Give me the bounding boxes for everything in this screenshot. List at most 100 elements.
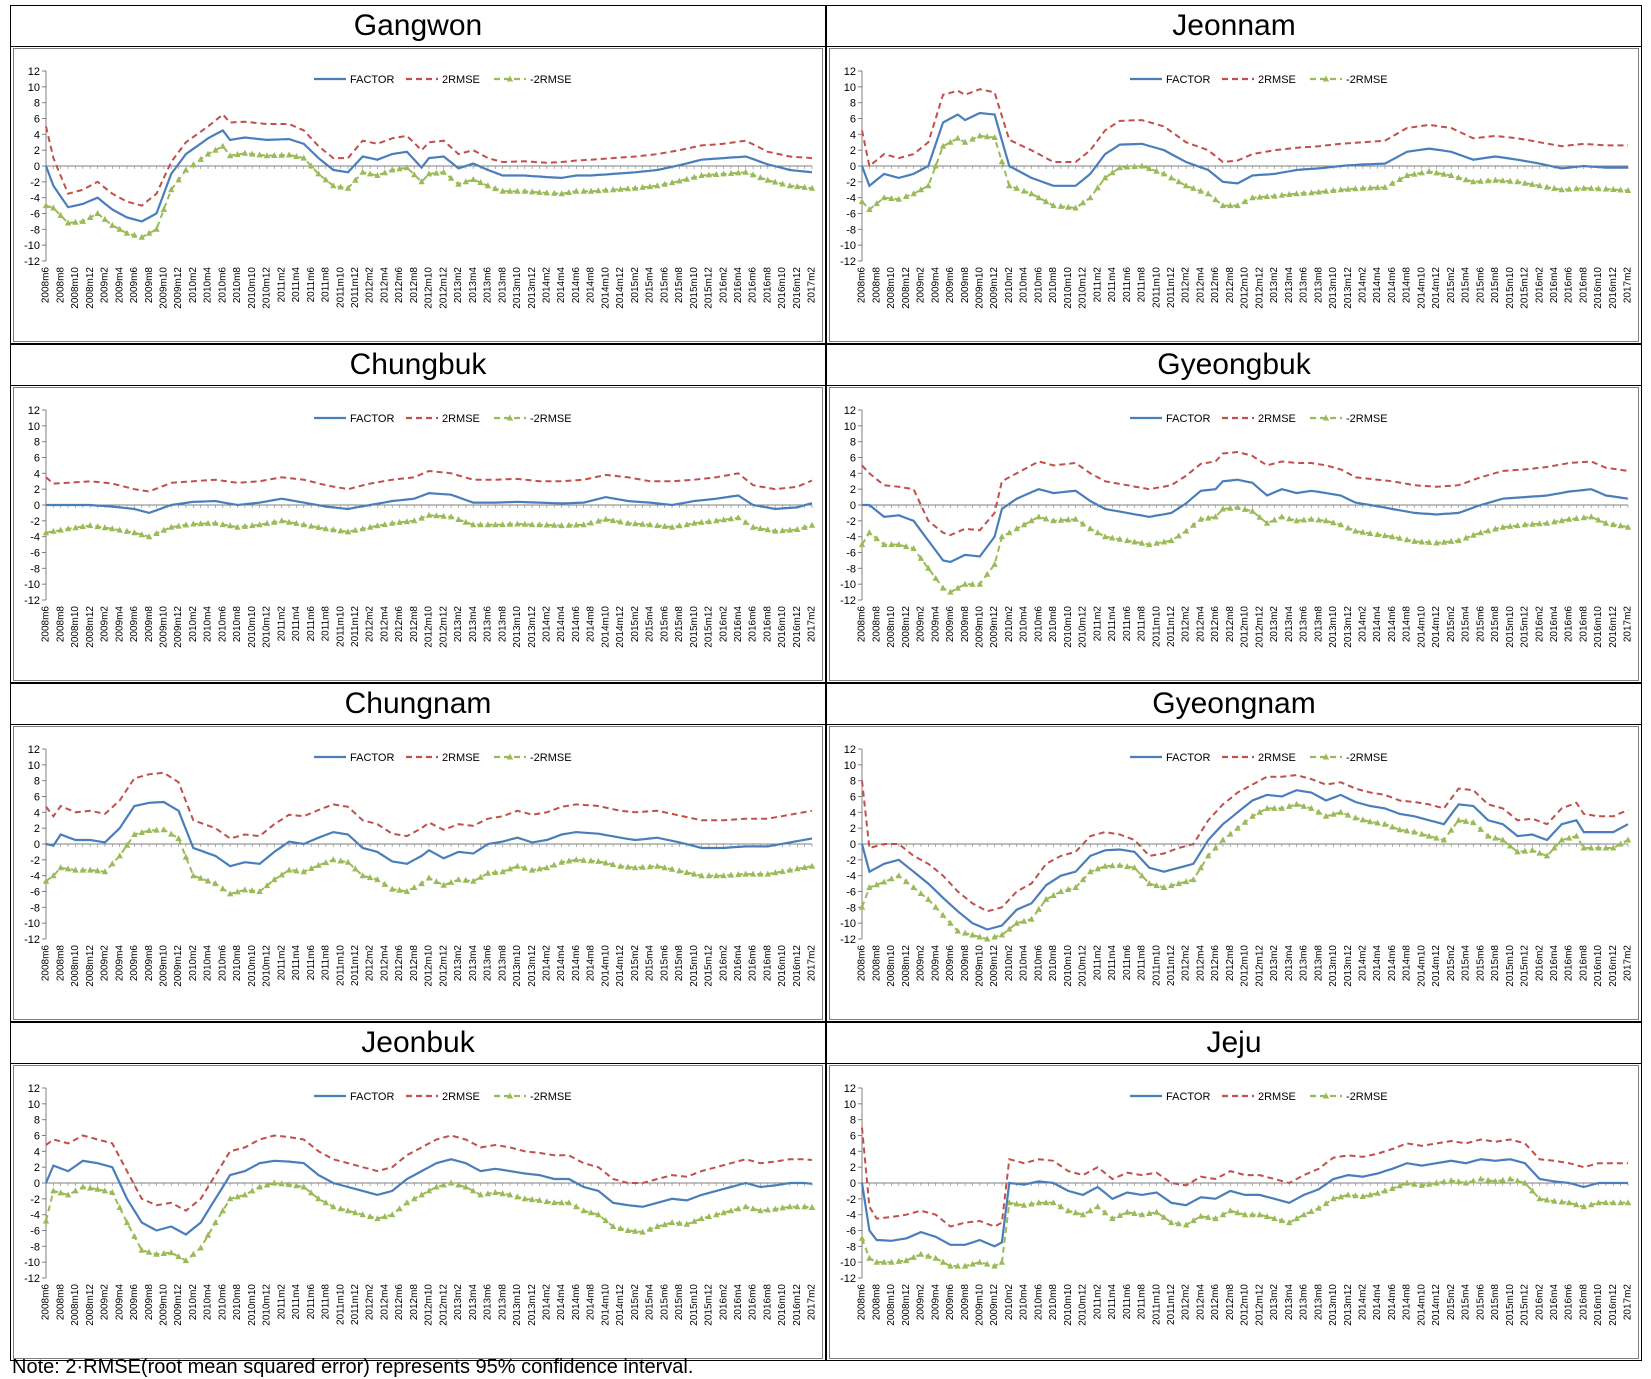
- x-tick-label: 2011m12: [1166, 606, 1177, 647]
- x-tick-label: 2014m10: [600, 1284, 611, 1326]
- data-point-minus-2rmse: [587, 519, 595, 526]
- data-point-minus-2rmse: [757, 1207, 764, 1214]
- data-point-minus-2rmse: [895, 541, 902, 548]
- data-point-minus-2rmse: [1536, 849, 1543, 856]
- data-point-minus-2rmse: [910, 1253, 917, 1260]
- data-point-minus-2rmse: [1381, 532, 1389, 539]
- data-point-minus-2rmse: [1610, 1199, 1617, 1206]
- x-tick-label: 2013m2: [453, 1284, 464, 1321]
- data-point-minus-2rmse: [455, 1181, 462, 1188]
- x-tick-label: 2013m6: [483, 945, 494, 982]
- data-point-minus-2rmse: [50, 872, 57, 879]
- data-point-minus-2rmse: [1558, 836, 1565, 843]
- data-point-minus-2rmse: [1573, 185, 1580, 192]
- data-point-minus-2rmse: [639, 1228, 646, 1235]
- x-tick-label: 2013m10: [1328, 945, 1339, 987]
- y-tick-label: -4: [846, 871, 856, 883]
- data-point-minus-2rmse: [484, 182, 492, 189]
- data-point-minus-2rmse: [1116, 861, 1123, 868]
- data-point-minus-2rmse: [1271, 1215, 1278, 1222]
- data-point-minus-2rmse: [961, 138, 969, 145]
- legend-label-plus2rmse: 2RMSE: [1258, 1091, 1296, 1103]
- data-point-minus-2rmse: [219, 142, 226, 149]
- x-tick-label: 2012m8: [1225, 606, 1236, 643]
- x-tick-label: 2011m8: [1137, 1284, 1148, 1320]
- data-point-minus-2rmse: [278, 871, 285, 878]
- x-tick-label: 2011m10: [335, 945, 346, 986]
- x-tick-label: 2011m10: [335, 606, 346, 647]
- data-point-minus-2rmse: [1286, 515, 1293, 522]
- x-tick-label: 2011m12: [1166, 1284, 1177, 1325]
- data-point-minus-2rmse: [204, 877, 212, 884]
- chart-panel-chungnam: Chungnam -12 -10 -8 -6 -4 -2 0 2 4 6 8 10 12 2008m6 200…: [10, 683, 826, 1022]
- x-tick-label: 2011m12: [350, 1284, 361, 1325]
- data-point-minus-2rmse: [322, 525, 330, 532]
- data-point-minus-2rmse: [116, 526, 123, 533]
- data-point-minus-2rmse: [917, 1250, 925, 1257]
- y-tick-label: -12: [24, 595, 40, 607]
- y-tick-label: 6: [850, 1131, 856, 1143]
- x-tick-label: 2014m8: [1402, 267, 1413, 304]
- y-tick-label: -8: [30, 224, 40, 236]
- chart-title: Gyeongnam: [827, 684, 1641, 725]
- y-tick-label: 0: [34, 839, 40, 851]
- x-tick-label: 2016m12: [792, 267, 803, 309]
- data-point-minus-2rmse: [101, 524, 109, 531]
- chart-title: Jeju: [827, 1023, 1641, 1064]
- x-tick-label: 2016m12: [792, 1284, 803, 1326]
- data-point-minus-2rmse: [1433, 169, 1440, 176]
- y-tick-label: 4: [850, 807, 856, 819]
- data-point-minus-2rmse: [234, 1193, 241, 1200]
- y-tick-label: -10: [840, 1257, 856, 1269]
- x-tick-label: 2009m12: [173, 945, 184, 987]
- data-point-minus-2rmse: [1182, 1221, 1190, 1228]
- x-tick-label: 2015m12: [1520, 1284, 1531, 1326]
- data-point-minus-2rmse: [1241, 1211, 1249, 1218]
- x-tick-label: 2016m10: [1593, 945, 1604, 987]
- data-point-minus-2rmse: [595, 857, 602, 864]
- x-tick-label: 2010m4: [1019, 267, 1030, 304]
- x-tick-label: 2015m4: [1461, 1284, 1472, 1321]
- legend: FACTOR 2RMSE -2RMSE: [1130, 74, 1388, 86]
- x-tick-label: 2012m12: [438, 945, 449, 987]
- legend: FACTOR 2RMSE -2RMSE: [1130, 752, 1388, 764]
- y-tick-label: 8: [34, 98, 40, 110]
- data-point-minus-2rmse: [1492, 834, 1499, 841]
- series-line-factor: [860, 111, 1628, 188]
- data-point-minus-2rmse: [1109, 169, 1116, 176]
- y-tick-label: 12: [844, 405, 856, 417]
- data-point-minus-2rmse: [50, 1187, 57, 1194]
- data-point-minus-2rmse: [683, 521, 690, 528]
- data-point-minus-2rmse: [271, 152, 278, 158]
- x-tick-label: 2009m12: [989, 945, 1000, 987]
- data-point-minus-2rmse: [705, 1213, 713, 1220]
- y-tick-label: -4: [846, 193, 856, 205]
- data-point-minus-2rmse: [1418, 830, 1425, 837]
- x-tick-label: 2014m8: [1402, 606, 1413, 643]
- data-point-minus-2rmse: [609, 1223, 617, 1229]
- x-tick-label: 2009m10: [974, 1284, 985, 1326]
- data-point-minus-2rmse: [249, 887, 256, 894]
- data-point-minus-2rmse: [639, 520, 646, 527]
- data-point-minus-2rmse: [1440, 836, 1448, 843]
- data-point-minus-2rmse: [1197, 515, 1204, 522]
- data-point-minus-2rmse: [212, 1219, 219, 1226]
- data-point-minus-2rmse: [1205, 1213, 1212, 1220]
- x-tick-label: 2009m8: [960, 267, 971, 304]
- data-point-minus-2rmse: [1411, 828, 1418, 835]
- y-tick-label: 4: [34, 468, 40, 480]
- x-tick-label: 2009m4: [114, 945, 125, 982]
- data-point-minus-2rmse: [646, 1225, 654, 1232]
- data-point-minus-2rmse: [1396, 176, 1403, 182]
- series-line-2rmse: [861, 450, 1629, 537]
- x-tick-label: 2016m6: [748, 267, 759, 304]
- data-point-minus-2rmse: [1440, 170, 1448, 177]
- x-tick-label: 2015m6: [1475, 945, 1486, 982]
- data-point-minus-2rmse: [1448, 826, 1455, 833]
- data-point-minus-2rmse: [925, 895, 932, 902]
- data-point-minus-2rmse: [219, 885, 226, 892]
- x-tick-label: 2015m2: [630, 1284, 641, 1321]
- data-point-minus-2rmse: [1492, 1177, 1499, 1184]
- data-point-minus-2rmse: [1514, 178, 1521, 185]
- data-point-minus-2rmse: [661, 864, 668, 871]
